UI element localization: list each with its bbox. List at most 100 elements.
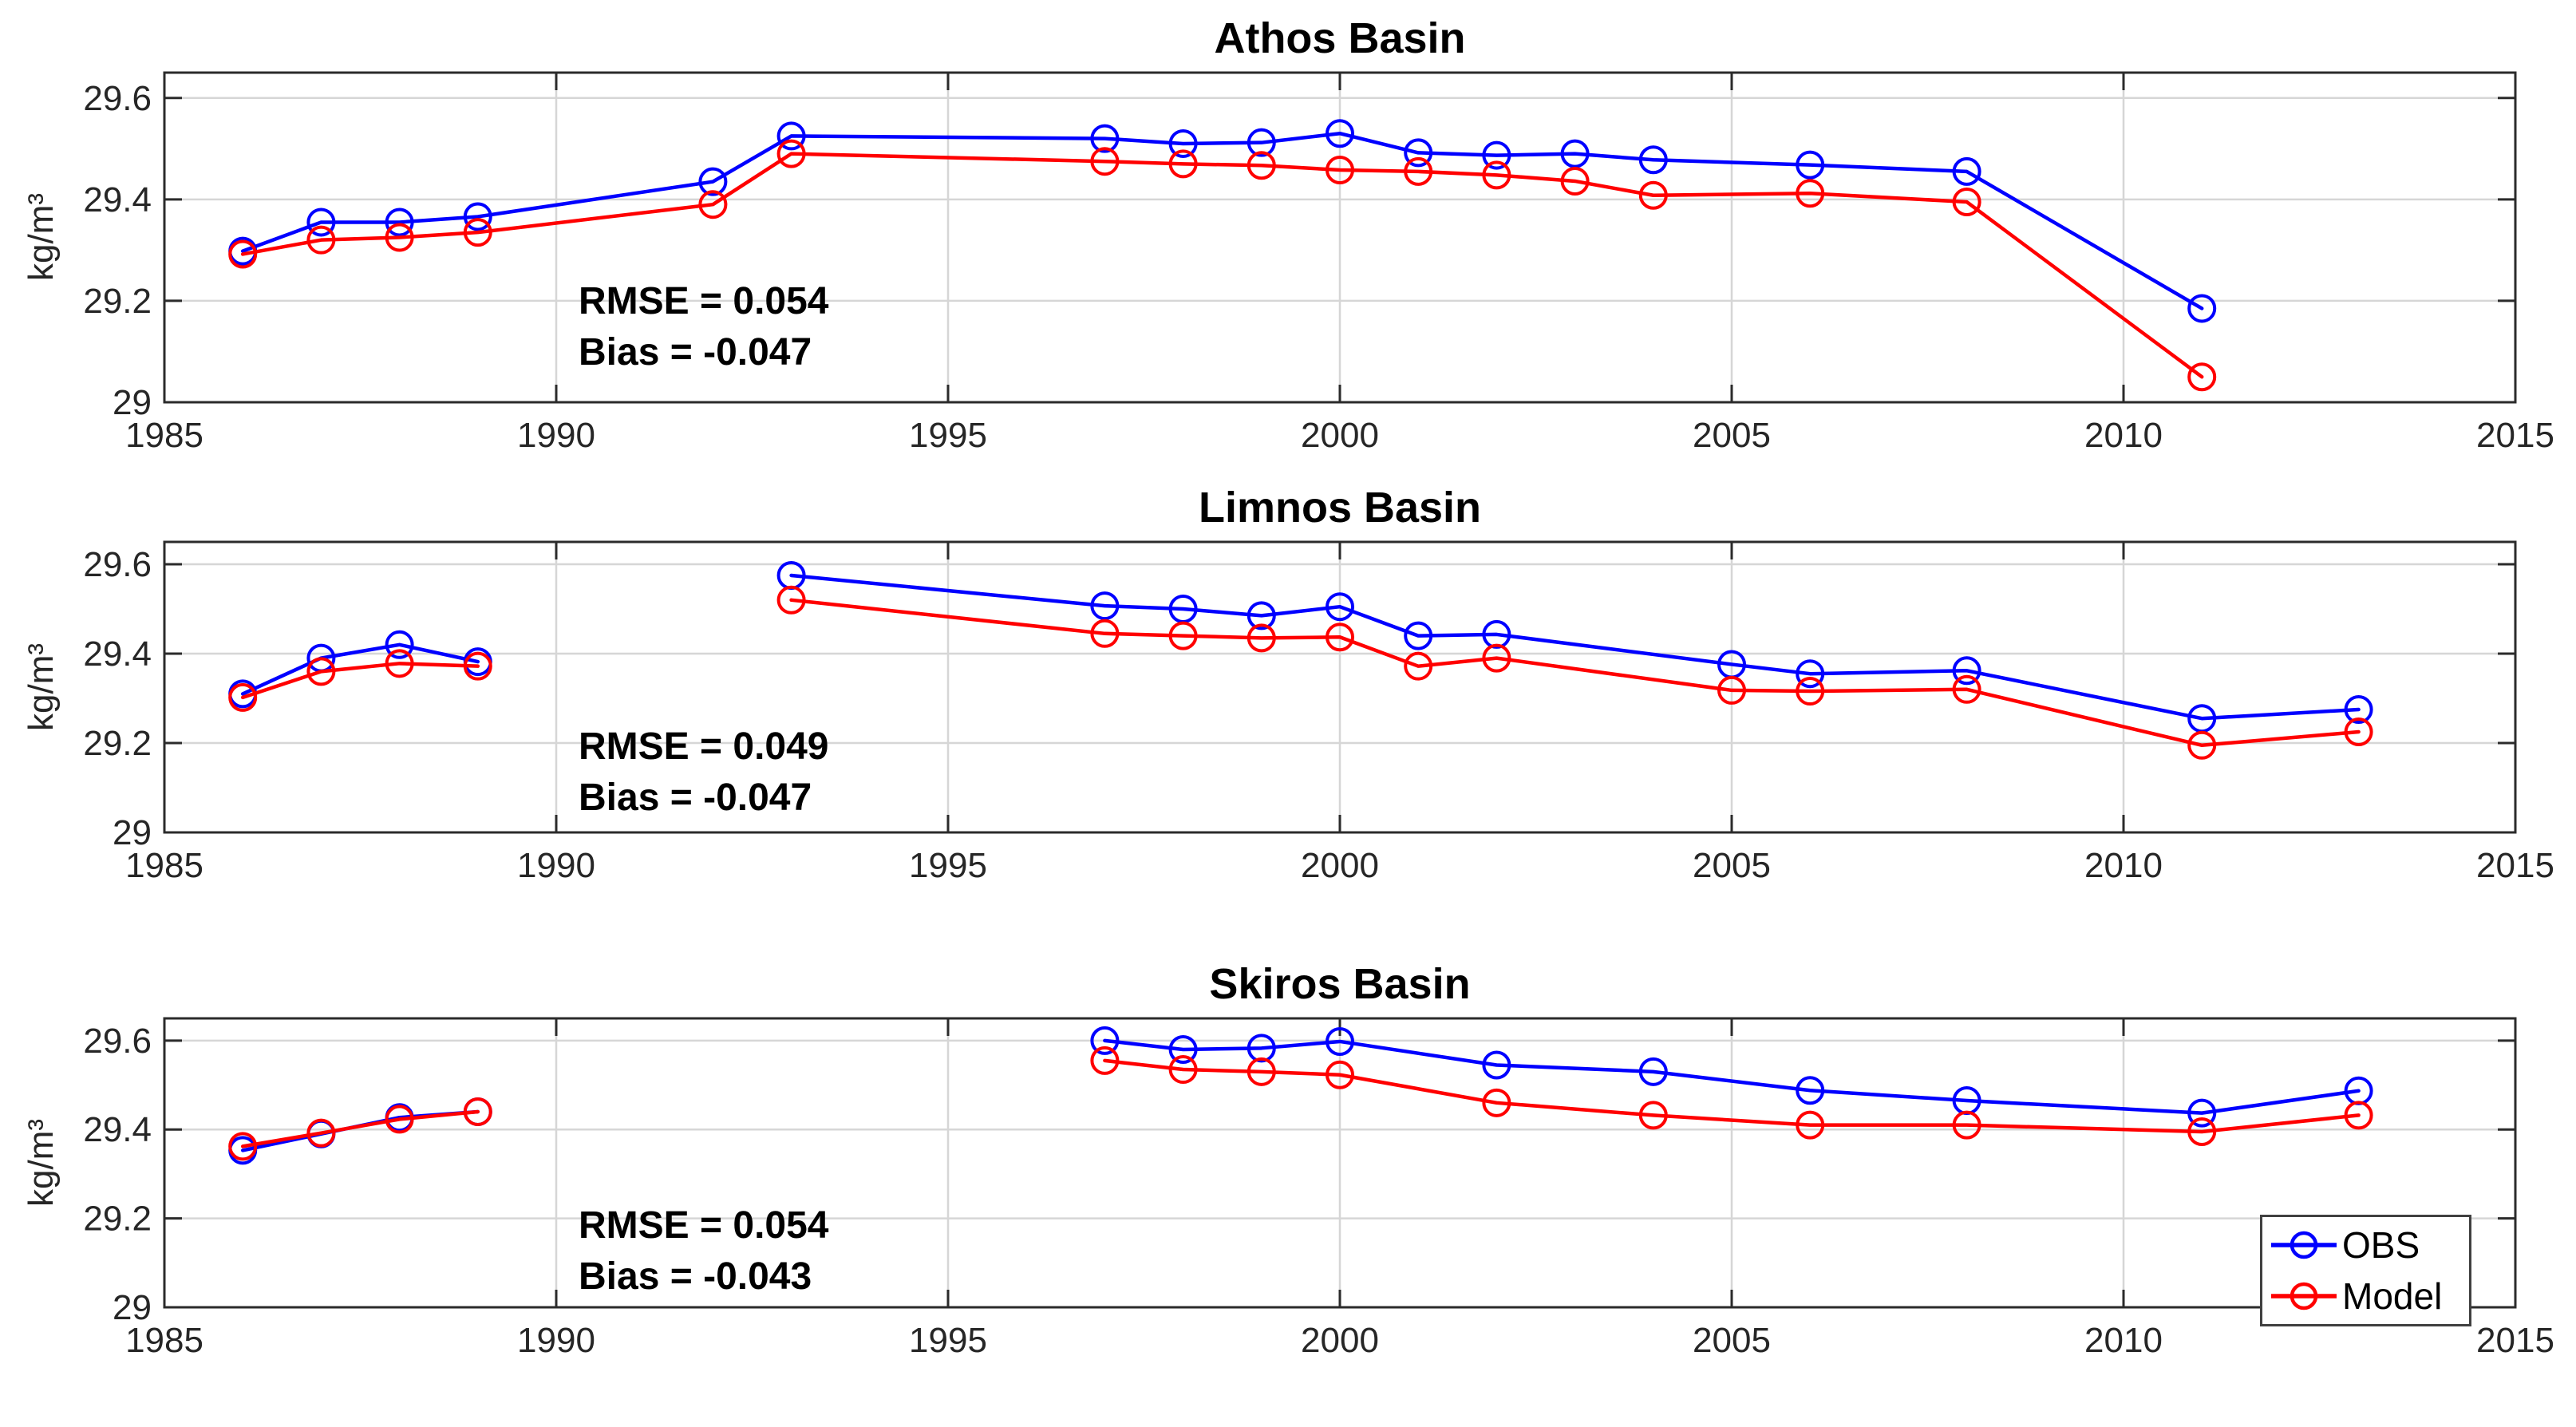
subplot-skiros-basin: Skiros Basin kg/m³ 1985 1990 1995 2000 2005 2… <box>0 951 2576 1427</box>
plot-title: Limnos Basin <box>1199 484 1481 532</box>
obs-marker <box>1404 621 1433 650</box>
obs-marker <box>1168 128 1198 158</box>
obs-marker <box>306 208 336 237</box>
model-marker <box>228 1132 258 1161</box>
obs-line <box>1103 1038 2361 1115</box>
model-marker <box>2344 1101 2373 1130</box>
rmse-text: RMSE = 0.054 <box>579 280 829 322</box>
model-marker <box>1796 677 1825 706</box>
obs-marker <box>1796 659 1825 689</box>
model-marker <box>1247 623 1276 653</box>
model-marker <box>1717 675 1746 705</box>
legend-entry-obs: OBS <box>2269 1219 2463 1271</box>
model-marker <box>1952 1110 1981 1140</box>
y-tick-label: 29.6 <box>83 79 152 118</box>
model-marker <box>385 1105 414 1134</box>
y-axis-label: kg/m³ <box>22 193 61 281</box>
obs-marker <box>1482 1050 1511 1080</box>
stats-annotation: RMSE = 0.049 Bias = -0.047 <box>579 721 829 824</box>
obs-marker <box>1247 601 1276 630</box>
model-marker <box>306 225 336 255</box>
bias-text: Bias = -0.047 <box>579 331 812 374</box>
y-tick-label: 29.2 <box>83 282 152 321</box>
model-marker <box>306 1118 336 1148</box>
subplot-limnos-basin: Limnos Basin kg/m³ 1985 1990 1995 2000 2005 2… <box>0 476 2576 951</box>
legend-label-obs: OBS <box>2342 1224 2420 1266</box>
obs-marker <box>1952 656 1981 686</box>
x-tick-label: 2000 <box>1301 846 1379 885</box>
model-line <box>240 152 2204 379</box>
obs-marker <box>1560 139 1590 168</box>
x-tick-label: 2010 <box>2084 846 2163 885</box>
model-marker <box>1638 180 1668 210</box>
legend: OBS Model <box>2260 1215 2471 1326</box>
series-obs <box>228 119 2217 323</box>
bias-text: Bias = -0.043 <box>579 1255 812 1298</box>
obs-marker <box>1482 140 1511 170</box>
series-obs <box>228 561 2373 733</box>
model-marker <box>1247 1057 1276 1086</box>
y-tick-label: 29.4 <box>83 1110 152 1149</box>
model-marker <box>1326 155 1354 184</box>
model-marker <box>1168 149 1198 179</box>
y-axis-label: kg/m³ <box>22 1119 61 1207</box>
legend-entry-model: Model <box>2269 1271 2463 1322</box>
obs-marker <box>463 202 492 231</box>
model-marker <box>1404 651 1433 681</box>
model-marker <box>1560 166 1590 196</box>
obs-marker <box>1796 1076 1825 1105</box>
model-marker <box>2187 1117 2217 1147</box>
model-marker <box>1796 1110 1825 1140</box>
legend-label-model: Model <box>2342 1275 2443 1317</box>
gridlines <box>164 542 2515 832</box>
tick-labels: 1985 1990 1995 2000 2005 2010 2015 29 29.2 29.4 29… <box>83 545 2554 885</box>
series-model <box>228 585 2373 760</box>
rmse-text: RMSE = 0.049 <box>579 725 829 768</box>
model-marker <box>1952 674 1981 704</box>
plot-title: Skiros Basin <box>1209 960 1470 1008</box>
y-tick-label: 29 <box>113 813 152 852</box>
model-marker <box>1090 1046 1120 1075</box>
y-tick-label: 29.2 <box>83 1200 152 1239</box>
model-marker <box>1168 1055 1198 1085</box>
skiros-plot-area: Skiros Basin kg/m³ 1985 1990 1995 2000 2005 2… <box>22 960 2554 1360</box>
obs-marker <box>2344 695 2373 724</box>
model-marker <box>698 190 728 219</box>
y-tick-label: 29 <box>113 383 152 422</box>
x-tick-label: 2000 <box>1301 416 1379 455</box>
x-tick-label: 2005 <box>1693 1321 1771 1360</box>
tick-labels: 1985 1990 1995 2000 2005 2010 2015 29 29.2 29.4 29… <box>83 79 2554 455</box>
y-tick-label: 29.6 <box>83 1022 152 1061</box>
y-tick-label: 29.4 <box>83 634 152 674</box>
model-marker <box>1326 623 1354 652</box>
x-tick-label: 2015 <box>2476 846 2554 885</box>
x-tick-label: 2010 <box>2084 1321 2163 1360</box>
obs-marker <box>1952 156 1981 186</box>
model-marker <box>1482 160 1511 190</box>
model-line-marker-icon <box>2271 1282 2337 1310</box>
obs-marker <box>1247 128 1276 157</box>
model-marker <box>1482 643 1511 673</box>
model-line <box>1103 1058 2361 1134</box>
x-tick-label: 1995 <box>909 416 987 455</box>
model-marker <box>228 682 258 712</box>
model-marker <box>1326 1060 1354 1089</box>
obs-marker <box>1326 119 1354 148</box>
model-marker <box>2187 362 2217 392</box>
obs-line <box>240 642 480 696</box>
x-tick-label: 2005 <box>1693 846 1771 885</box>
obs-marker <box>1796 150 1825 180</box>
x-tick-label: 1985 <box>125 846 203 885</box>
x-tick-label: 1990 <box>517 846 595 885</box>
y-axis-label: kg/m³ <box>22 643 61 731</box>
x-tick-label: 1995 <box>909 1321 987 1360</box>
gridlines <box>164 73 2515 402</box>
y-tick-label: 29.6 <box>83 545 152 584</box>
model-marker <box>776 139 806 168</box>
model-marker <box>2187 730 2217 760</box>
x-tick-label: 1995 <box>909 846 987 885</box>
obs-line-marker-icon <box>2271 1231 2337 1259</box>
model-marker <box>385 649 414 678</box>
x-tick-label: 1990 <box>517 416 595 455</box>
